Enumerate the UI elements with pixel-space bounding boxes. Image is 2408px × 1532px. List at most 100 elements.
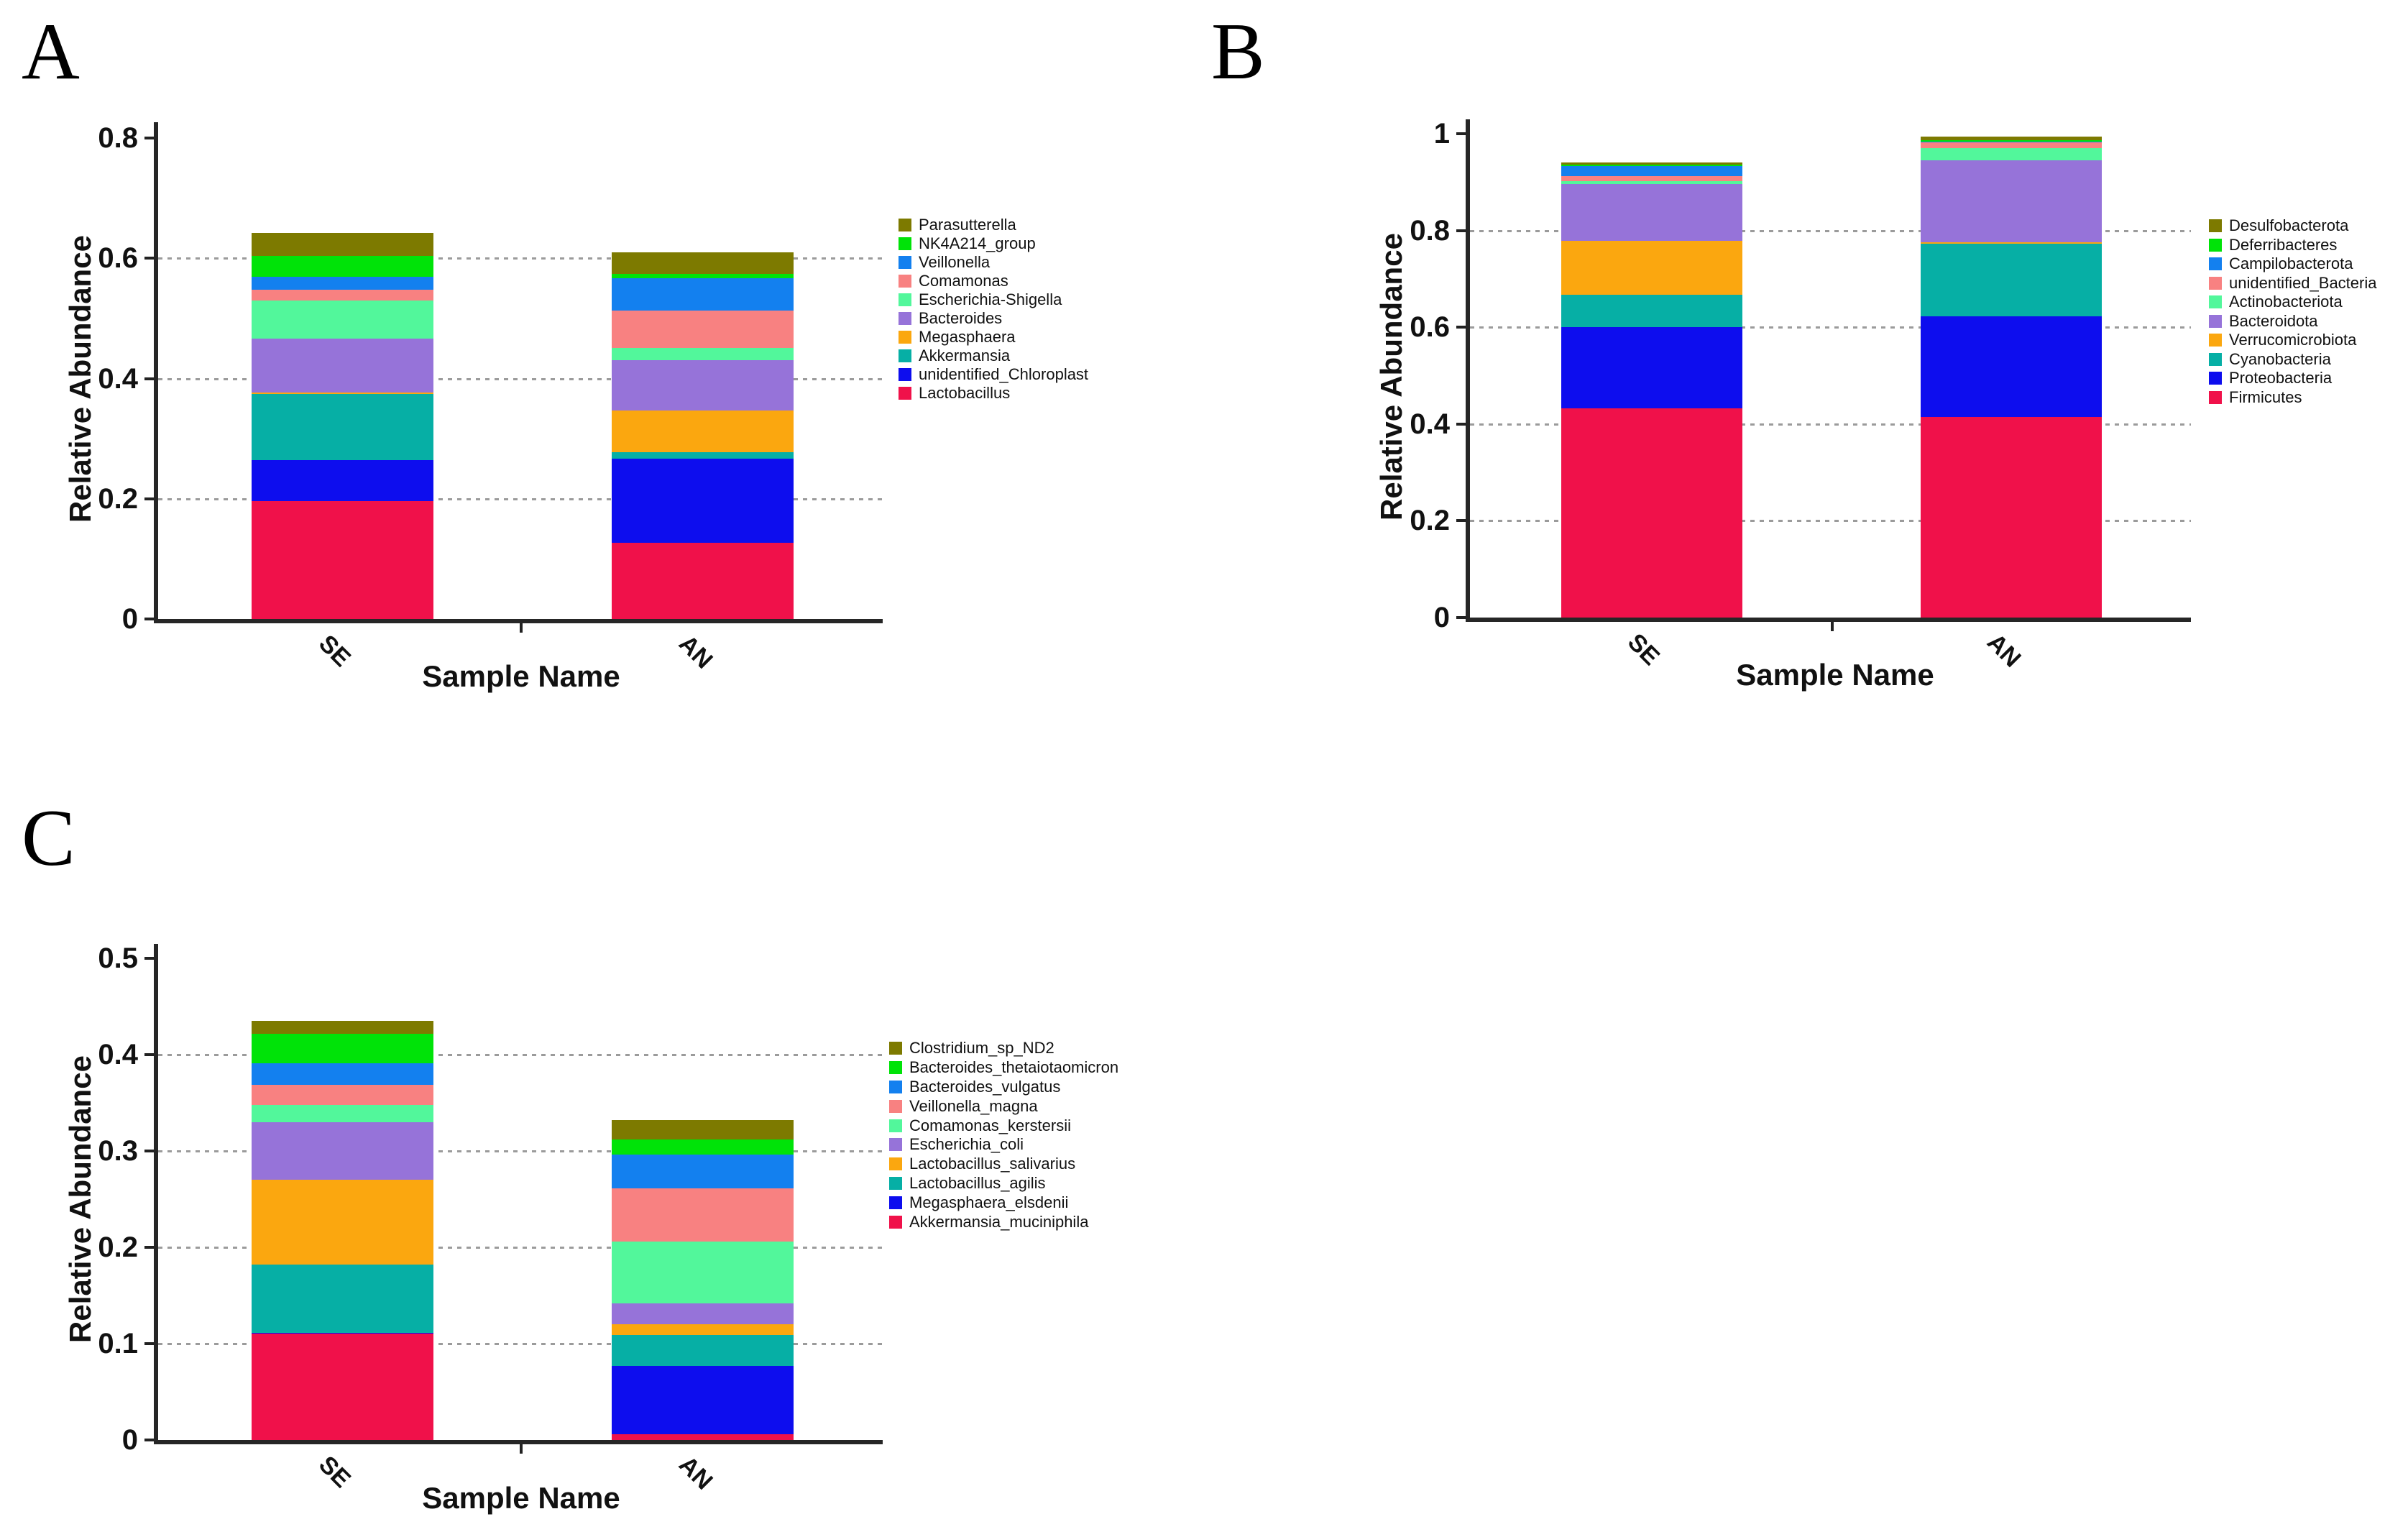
a-bar-an <box>612 252 794 619</box>
c-bar-se <box>252 1021 433 1440</box>
b-bar-an-segment-desulfobacterota <box>1921 137 2102 141</box>
b-bar-an-segment-firmicutes <box>1921 416 2102 618</box>
c-legend-item-veillonella-magna: Veillonella_magna <box>889 1096 1220 1116</box>
legend-color-swatch-icon <box>899 387 911 400</box>
legend-color-swatch-icon <box>889 1215 902 1229</box>
c-bar-se-segment-lactobacillus-salivarius <box>252 1180 433 1265</box>
a-legend-item-lactobacillus: Lactobacillus <box>899 384 1229 403</box>
legend-color-swatch-icon <box>889 1061 902 1075</box>
c-y-tick-0.1 <box>144 1342 154 1345</box>
b-legend-item-firmicutes: Firmicutes <box>2209 388 2408 408</box>
a-bar-se-segment-unidentified-chloroplast <box>252 460 433 502</box>
c-bar-se-segment-akkermansia-muciniphila <box>252 1334 433 1440</box>
a-legend: Parasutterella NK4A214_group Veillonella Co… <box>899 216 1229 403</box>
a-bar-an-segment-lactobacillus <box>612 542 794 619</box>
legend-label: unidentified_Chloroplast <box>919 365 1089 383</box>
a-legend-item-comamonas: Comamonas <box>899 272 1229 290</box>
c-y-tick-label: 0.3 <box>98 1135 138 1167</box>
legend-color-swatch-icon <box>889 1042 902 1055</box>
a-bar-se <box>252 233 433 619</box>
b-y-tick-0 <box>1456 616 1466 619</box>
legend-color-swatch-icon <box>899 275 911 288</box>
legend-label: Escherichia_coli <box>909 1135 1024 1154</box>
legend-color-swatch-icon <box>2209 295 2222 309</box>
a-y-tick-label: 0.2 <box>98 482 138 515</box>
b-bar-se-segment-proteobacteria <box>1561 327 1742 408</box>
legend-color-swatch-icon <box>889 1119 902 1132</box>
b-bar-an-segment-proteobacteria <box>1921 316 2102 417</box>
c-bar-an-segment-megasphaera-elsdenii <box>612 1365 794 1434</box>
a-bar-se-segment-akkermansia <box>252 394 433 461</box>
b-legend-item-verrucomicrobiota: Verrucomicrobiota <box>2209 331 2408 350</box>
c-bar-se-segment-bacteroides-thetaiotaomicron <box>252 1033 433 1064</box>
legend-label: Bacteroides_vulgatus <box>909 1077 1061 1096</box>
a-bar-se-segment-lactobacillus <box>252 501 433 619</box>
legend-color-swatch-icon <box>2209 219 2222 233</box>
b-y-tick-label: 0 <box>1433 602 1450 633</box>
a-y-tick-label: 0.8 <box>98 122 138 154</box>
c-bar-an-segment-lactobacillus-agilis <box>612 1334 794 1366</box>
legend-label: Campilobacterota <box>2229 254 2353 273</box>
b-x-mid-tick <box>1831 622 1834 631</box>
c-bar-se-segment-clostridium-sp-nd2 <box>252 1021 433 1034</box>
a-bar-se-segment-bacteroides <box>252 339 433 393</box>
legend-color-swatch-icon <box>899 368 911 381</box>
legend-color-swatch-icon <box>889 1196 902 1209</box>
b-legend-item-actinobacteriota: Actinobacteriota <box>2209 293 2408 312</box>
legend-color-swatch-icon <box>2209 334 2222 347</box>
panel-label-c: C <box>22 794 75 883</box>
legend-label: Parasutterella <box>919 216 1016 234</box>
c-y-axis-title: Relative Abundance <box>63 1055 97 1343</box>
b-y-tick-0.8 <box>1456 229 1466 232</box>
a-y-tick-label: 0 <box>121 603 138 635</box>
b-bar-an-segment-bacteroidota <box>1921 160 2102 242</box>
b-y-tick-label: 1 <box>1433 118 1450 150</box>
b-bar-an-segment-actinobacteriota <box>1921 148 2102 160</box>
c-legend-item-clostridium-sp-nd2: Clostridium_sp_ND2 <box>889 1039 1220 1058</box>
legend-color-swatch-icon <box>2209 352 2222 366</box>
b-legend-item-deferribacteres: Deferribacteres <box>2209 236 2408 255</box>
legend-label: Cyanobacteria <box>2229 349 2331 368</box>
c-legend-item-escherichia-coli: Escherichia_coli <box>889 1135 1220 1155</box>
c-y-tick-label: 0.4 <box>98 1039 138 1070</box>
a-x-mid-tick <box>520 623 523 633</box>
b-y-tick-0.2 <box>1456 519 1466 523</box>
c-bar-an-segment-veillonella-magna <box>612 1188 794 1242</box>
a-legend-item-veillonella: Veillonella <box>899 253 1229 272</box>
legend-label: Bacteroides <box>919 309 1003 327</box>
legend-color-swatch-icon <box>2209 257 2222 271</box>
b-bar-se-segment-deferribacteres <box>1561 165 1742 167</box>
b-bar-se-segment-actinobacteriota <box>1561 180 1742 184</box>
legend-color-swatch-icon <box>899 219 911 231</box>
b-gridline-0.8 <box>1470 229 2191 232</box>
a-y-tick-0.6 <box>144 257 154 260</box>
legend-color-swatch-icon <box>889 1080 902 1093</box>
legend-label: Desulfobacterota <box>2229 216 2349 235</box>
legend-label: Veillonella_magna <box>909 1096 1038 1115</box>
b-legend-item-desulfobacterota: Desulfobacterota <box>2209 216 2408 236</box>
legend-label: Lactobacillus_agilis <box>909 1173 1046 1192</box>
c-y-tick-label: 0.1 <box>98 1328 138 1359</box>
c-bar-se-segment-bacteroides-vulgatus <box>252 1063 433 1085</box>
b-bar-se-segment-firmicutes <box>1561 408 1742 618</box>
b-y-tick-label: 0.6 <box>1410 311 1450 344</box>
a-bar-an-segment-akkermansia <box>612 452 794 459</box>
legend-label: NK4A214_group <box>919 234 1036 252</box>
c-y-tick-label: 0.5 <box>98 942 138 974</box>
legend-color-swatch-icon <box>899 331 911 344</box>
b-y-axis <box>1466 119 1470 622</box>
a-bar-se-segment-nk4a214-group <box>252 255 433 277</box>
c-bar-an-segment-escherichia-coli <box>612 1303 794 1325</box>
b-legend-item-cyanobacteria: Cyanobacteria <box>2209 350 2408 370</box>
a-gridline-0.6 <box>158 257 883 260</box>
legend-label: Bacteroides_thetaiotaomicron <box>909 1058 1119 1077</box>
legend-color-swatch-icon <box>2209 372 2222 385</box>
c-legend-item-bacteroides-thetaiotaomicron: Bacteroides_thetaiotaomicron <box>889 1058 1220 1078</box>
b-bar-an-segment-cyanobacteria <box>1921 244 2102 316</box>
a-y-tick-0.8 <box>144 137 154 139</box>
b-bar-se-segment-verrucomicrobiota <box>1561 241 1742 295</box>
c-y-tick-0 <box>144 1439 154 1441</box>
legend-label: Actinobacteriota <box>2229 293 2343 311</box>
legend-label: Proteobacteria <box>2229 369 2333 387</box>
a-bar-se-segment-veillonella <box>252 277 433 290</box>
